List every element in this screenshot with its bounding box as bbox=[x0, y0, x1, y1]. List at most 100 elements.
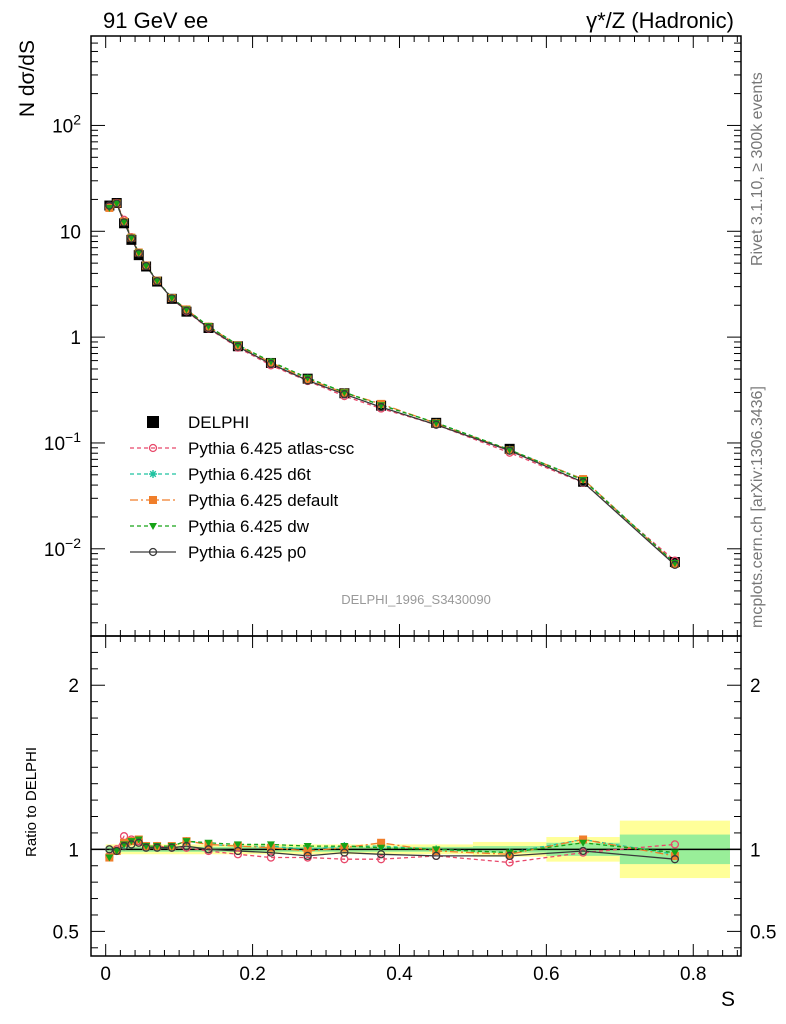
series-5-point bbox=[119, 218, 129, 227]
series-4-point bbox=[167, 294, 176, 302]
legend: DELPHI Pythia 6.425 atlas-csc Pythia 6.425… bbox=[130, 413, 355, 562]
legend-label: Pythia 6.425 d6t bbox=[188, 465, 311, 484]
series-5-ratio-point bbox=[233, 846, 243, 856]
rivet-label: Rivet 3.1.10, ≥ 300k events bbox=[749, 72, 766, 266]
x-tick-label: 0.2 bbox=[239, 964, 265, 985]
y-tick-label: 10−1 bbox=[44, 429, 81, 455]
ratio-y-tick-label: 2 bbox=[68, 676, 79, 697]
series-5-point bbox=[340, 390, 349, 399]
series-4-ratio-point bbox=[340, 843, 349, 851]
series-1-ratio-point bbox=[266, 853, 276, 862]
axes: 0 0.2 0.4 0.6 0.8 S 10−2 10−1 1 10 102 N dσ/dS 0.5 0.… bbox=[16, 35, 776, 1011]
series-5-ratio-point bbox=[432, 851, 441, 861]
series-5-point bbox=[127, 234, 136, 243]
series-4-point bbox=[505, 446, 514, 454]
series-5-ratio-point bbox=[670, 855, 680, 864]
series-5-ratio-point bbox=[105, 845, 114, 854]
series-4-ratio-point bbox=[105, 854, 114, 862]
series-5-point bbox=[266, 359, 276, 369]
series-5-point bbox=[134, 249, 143, 258]
x-tick-label: 0.8 bbox=[680, 964, 706, 985]
legend-marker bbox=[149, 496, 157, 504]
series-5-point bbox=[303, 376, 312, 385]
legend-marker bbox=[148, 547, 158, 557]
x-tick-label: 0.4 bbox=[386, 964, 413, 985]
legend-label: Pythia 6.425 default bbox=[188, 491, 339, 510]
series-4-ratio-point bbox=[505, 849, 514, 857]
series-4-point bbox=[153, 277, 162, 285]
series-5-point bbox=[105, 201, 114, 210]
series-5-point bbox=[505, 446, 514, 455]
series-4-ratio-point bbox=[377, 844, 386, 852]
series-5-ratio-point bbox=[340, 848, 349, 857]
series-5-ratio-point bbox=[303, 851, 312, 861]
series-4-point bbox=[303, 374, 312, 382]
series-5-ratio-point bbox=[141, 843, 151, 852]
series-5-point bbox=[204, 323, 213, 333]
legend-marker bbox=[147, 416, 159, 428]
series-5-point bbox=[167, 294, 176, 303]
legend-label: Pythia 6.425 p0 bbox=[188, 543, 306, 562]
series-5-point bbox=[432, 420, 441, 429]
series-4-point bbox=[127, 234, 136, 242]
series-4-ratio-point bbox=[127, 838, 136, 846]
series-5-point bbox=[152, 276, 162, 286]
legend-marker bbox=[148, 443, 158, 453]
series-5-point bbox=[112, 199, 121, 208]
legend-marker bbox=[149, 523, 157, 530]
series-4-ratio-point bbox=[182, 838, 191, 846]
y-axis-label: N dσ/dS bbox=[16, 40, 39, 117]
series-5-point bbox=[376, 402, 386, 412]
series-5-ratio-point bbox=[167, 843, 176, 852]
series-5-point bbox=[141, 261, 151, 271]
series-5-ratio-point bbox=[376, 850, 386, 859]
ratio-y-tick-label: 1 bbox=[68, 840, 79, 861]
series-4-ratio-point bbox=[233, 841, 242, 849]
series-4-point bbox=[142, 262, 151, 270]
series-markers bbox=[104, 198, 680, 867]
source-label: mcplots.cern.ch [arXiv:1306.3436] bbox=[749, 386, 766, 628]
series-5-ratio-point bbox=[505, 851, 514, 861]
y-tick-label: 10−2 bbox=[44, 535, 81, 561]
ratio-y-tick-label-right: 1 bbox=[750, 840, 761, 861]
series-4-point bbox=[134, 249, 143, 257]
series-4-point bbox=[112, 200, 121, 208]
series-3-ratio-point bbox=[579, 835, 588, 844]
ratio-y-tick-label-right: 2 bbox=[750, 676, 761, 697]
y-tick-label: 1 bbox=[70, 328, 81, 349]
series-5-point bbox=[670, 560, 680, 570]
series-4-ratio-point bbox=[432, 846, 441, 854]
series-4-ratio-point bbox=[579, 839, 588, 847]
series-4-point bbox=[120, 218, 129, 226]
series-5-ratio-point bbox=[152, 843, 162, 852]
x-axis-label: S bbox=[721, 988, 735, 1011]
series-4-ratio-point bbox=[134, 836, 143, 844]
legend-marker bbox=[149, 470, 157, 478]
series-1-ratio-point bbox=[670, 840, 680, 849]
series-1-ratio-line bbox=[108, 835, 675, 864]
series-5-ratio-point bbox=[266, 848, 276, 857]
series-5-ratio-point bbox=[127, 840, 136, 849]
series-4-ratio-point bbox=[670, 849, 679, 857]
y-tick-label: 102 bbox=[52, 111, 81, 137]
ratio-y-tick-label-right: 0.5 bbox=[750, 922, 776, 943]
series-4-ratio-point bbox=[303, 843, 312, 851]
ratio-axis-label: Ratio to DELPHI bbox=[23, 747, 40, 857]
series-5-point bbox=[578, 478, 588, 487]
bottom-frame bbox=[90, 635, 742, 957]
series-5-line bbox=[109, 202, 676, 566]
series-5-ratio-point bbox=[578, 846, 588, 856]
legend-label: DELPHI bbox=[188, 413, 249, 432]
analysis-label: DELPHI_1996_S3430090 bbox=[341, 592, 491, 607]
y-tick-label: 10 bbox=[60, 222, 81, 243]
process-label: γ*/Z (Hadronic) bbox=[586, 8, 734, 33]
series-4-ratio-point bbox=[266, 841, 275, 849]
x-tick-label: 0 bbox=[100, 964, 111, 985]
legend-label: Pythia 6.425 atlas-csc bbox=[188, 439, 355, 458]
energy-label: 91 GeV ee bbox=[103, 8, 209, 33]
series-5-ratio-point bbox=[204, 845, 213, 854]
series-5-point bbox=[233, 342, 243, 351]
series-4-ratio-point bbox=[204, 839, 213, 847]
ratio-y-tick-label: 0.5 bbox=[53, 922, 79, 943]
